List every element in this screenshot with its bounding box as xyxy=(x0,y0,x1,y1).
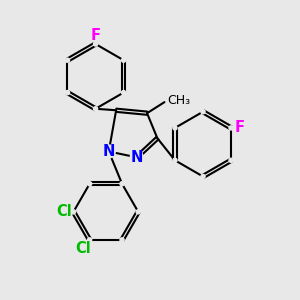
Circle shape xyxy=(201,110,205,114)
Circle shape xyxy=(136,210,140,214)
Circle shape xyxy=(88,182,92,186)
Circle shape xyxy=(71,210,76,214)
Circle shape xyxy=(94,42,98,46)
Circle shape xyxy=(88,238,92,242)
Circle shape xyxy=(65,58,70,62)
Circle shape xyxy=(201,174,205,178)
Text: F: F xyxy=(234,120,244,135)
Circle shape xyxy=(94,107,98,111)
Circle shape xyxy=(233,122,245,134)
Text: Cl: Cl xyxy=(75,241,91,256)
Circle shape xyxy=(130,151,143,164)
Circle shape xyxy=(120,238,124,242)
Circle shape xyxy=(122,58,126,62)
Text: CH₃: CH₃ xyxy=(167,94,190,107)
Circle shape xyxy=(75,240,92,256)
Text: Cl: Cl xyxy=(56,204,72,219)
Circle shape xyxy=(90,30,101,42)
Circle shape xyxy=(65,91,70,94)
Circle shape xyxy=(120,182,124,186)
Text: F: F xyxy=(91,28,100,43)
Circle shape xyxy=(102,145,115,158)
Circle shape xyxy=(173,158,177,162)
Text: N: N xyxy=(103,144,115,159)
Circle shape xyxy=(122,91,126,94)
Circle shape xyxy=(229,126,233,130)
Circle shape xyxy=(173,126,177,130)
Circle shape xyxy=(56,204,72,220)
Text: N: N xyxy=(130,150,143,165)
Circle shape xyxy=(229,158,233,162)
